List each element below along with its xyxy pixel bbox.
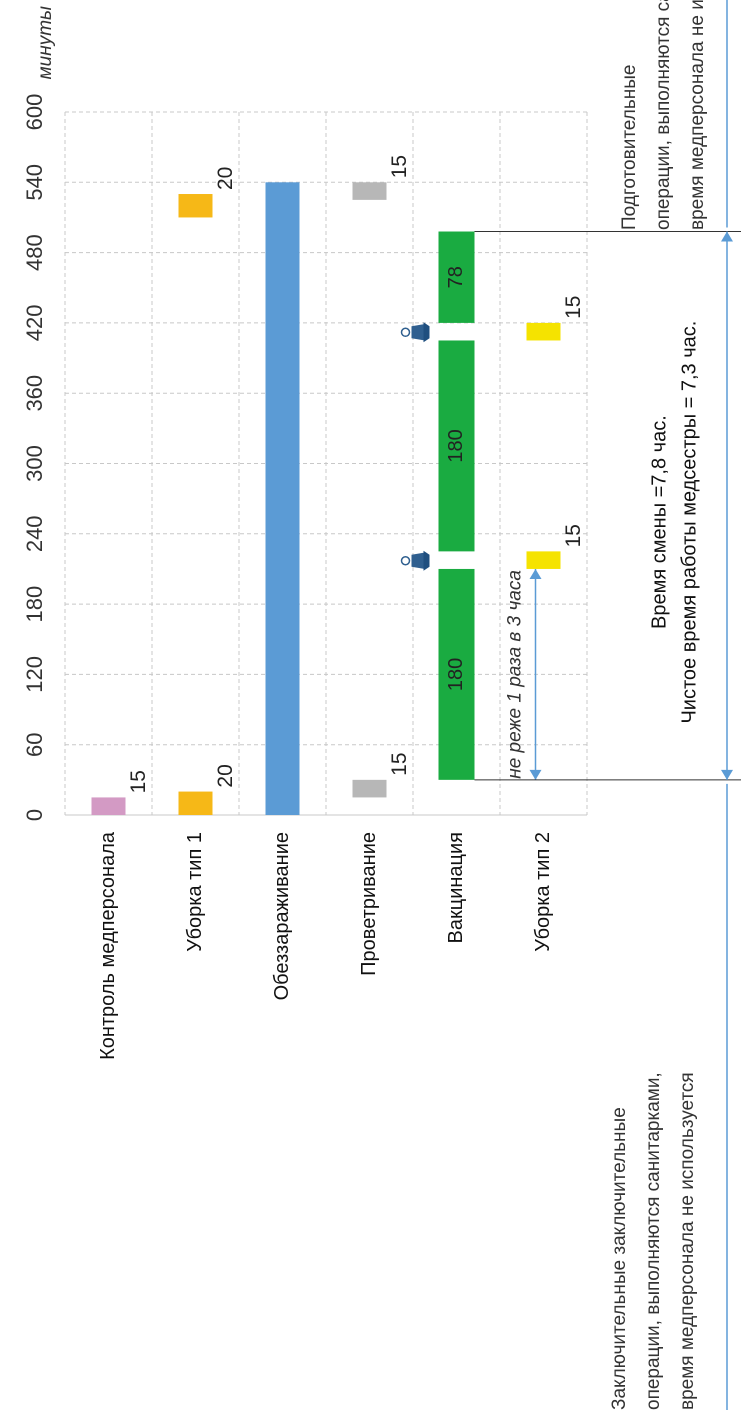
bar-value-label: 15 [562,296,585,319]
bar-segment [438,231,475,323]
category-label: Обеззараживание [271,832,293,1000]
tick-label-540: 540 [22,164,47,201]
bar-value-label: 180 [445,429,467,462]
bar-value-label: 15 [388,752,411,775]
bar-segment [526,551,561,569]
bar-segment [265,182,300,816]
person-icon [400,322,430,343]
prep-note-line: операции, выполняются санитарками, [653,0,674,230]
annotations-layer: не реже 1 раза в 3 часа Время смены =7,8 … [400,0,741,1410]
bar-segment [178,194,213,218]
bar-segment [178,791,213,815]
axis-unit-label: минуты [35,6,56,79]
tick-label-240: 240 [22,515,47,552]
person-icon [400,550,430,571]
bar-segment [91,797,126,815]
category-label: Уборка тип 1 [184,832,206,952]
tick-label-120: 120 [22,656,47,693]
bar-value-label: 15 [562,524,585,547]
category-label: Вакцинация [445,832,467,943]
shift-time-text: Время смены =7,8 час. [648,415,670,629]
shift-arrow-head-top [721,231,733,242]
bar-segment [438,340,475,552]
tick-label-360: 360 [22,375,47,412]
bar-value-label: 15 [127,770,150,793]
tick-label-300: 300 [22,445,47,482]
tick-label-0: 0 [22,809,47,821]
tick-label-600: 600 [22,94,47,131]
prep-note-line: Подготовительные [619,65,640,230]
final-note-line: операции, выполняются санитарками, [643,1072,664,1410]
bar-segment [352,182,387,200]
prep-note-line: время медперсонала не используется [687,0,708,230]
tick-label-60: 60 [22,732,47,756]
tick-labels: 0 60 120 180 240 300 360 420 480 540 600 минуты [22,6,56,821]
final-note-line: Заключительные заключительные [609,1107,630,1410]
bars-layer: 15 20 20 15 15 180 180 78 15 15 [91,155,585,816]
grid-lines [64,111,588,816]
final-note-line: время медперсонала не используется [677,1072,698,1410]
bar-value-label: 180 [445,658,467,691]
category-label: Проветривание [358,832,380,976]
arrow-head-top [529,568,542,579]
bar-value-label: 20 [214,167,237,190]
bar-segment [352,779,387,798]
arrow-head-bottom [529,769,542,780]
tick-label-480: 480 [22,234,47,271]
bar-segment [438,568,475,780]
tick-label-180: 180 [22,586,47,623]
shift-arrow-head-bottom [721,769,733,780]
net-time-text: Чистое время работы медсестры = 7,3 час. [678,321,700,724]
category-labels: Контроль медперсонала Уборка тип 1 Обеззар… [97,831,554,1060]
bar-value-label: 20 [214,764,237,787]
bar-value-label: 78 [445,266,467,288]
interval-note: не реже 1 раза в 3 часа [505,570,526,779]
bar-segment [526,322,561,341]
tick-label-420: 420 [22,305,47,342]
category-label: Уборка тип 2 [532,832,554,952]
bar-value-label: 15 [388,155,411,178]
category-label: Контроль медперсонала [97,831,119,1060]
